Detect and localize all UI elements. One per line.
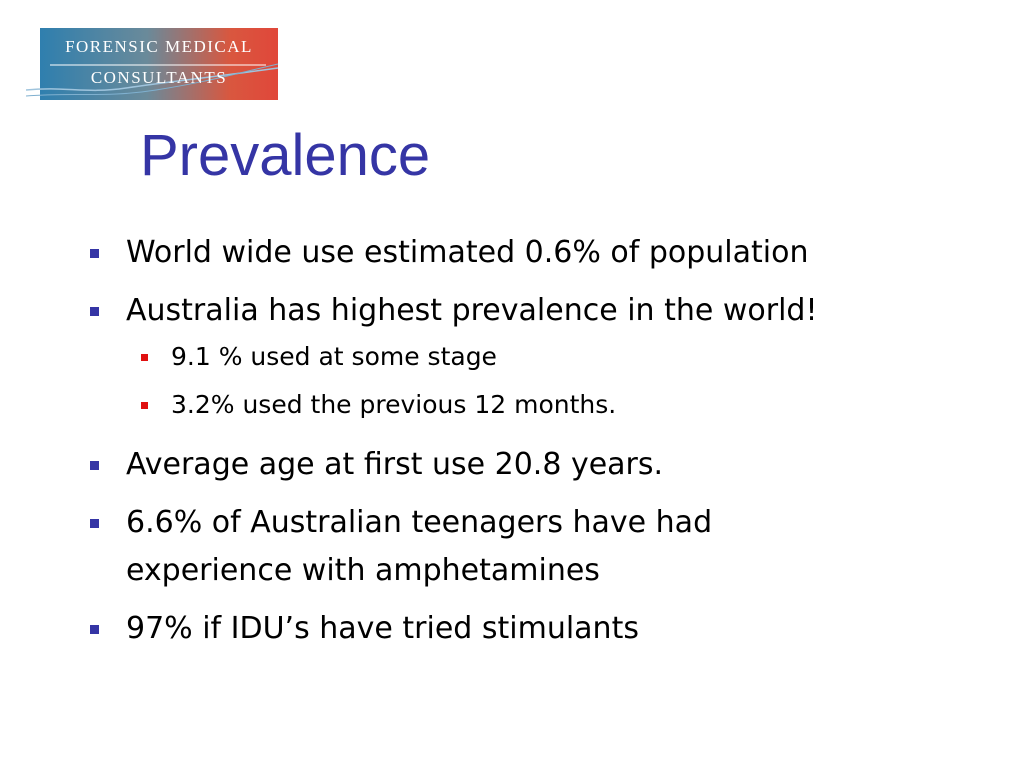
sub-bullet-marker — [141, 402, 148, 409]
logo: FORENSIC MEDICAL CONSULTANTS — [26, 28, 279, 100]
bullet-text: experience with amphetamines — [126, 553, 600, 588]
sub-bullet-marker — [141, 354, 148, 361]
bullet-marker — [90, 461, 99, 470]
sub-bullet-text: 3.2% used the previous 12 months. — [171, 390, 617, 419]
bullet-text: World wide use estimated 0.6% of populat… — [126, 235, 809, 270]
bullet-text: Average age at first use 20.8 years. — [126, 447, 664, 482]
logo-waves — [26, 63, 279, 97]
bullet-text: 6.6% of Australian teenagers have had — [126, 505, 713, 540]
logo-text: CONSULTANTS — [90, 68, 228, 87]
bullet-marker — [90, 249, 99, 258]
bullet-marker — [90, 519, 99, 528]
bullet-marker — [90, 625, 99, 634]
bullet-text: Australia has highest prevalence in the … — [126, 293, 818, 328]
slide-title: Prevalence — [140, 123, 431, 188]
bullet-marker — [90, 307, 99, 316]
bullet-text: 97% if IDU’s have tried stimulants — [126, 611, 639, 646]
logo-text: FORENSIC MEDICAL — [65, 37, 253, 56]
sub-bullet-text: 9.1 % used at some stage — [171, 342, 497, 371]
